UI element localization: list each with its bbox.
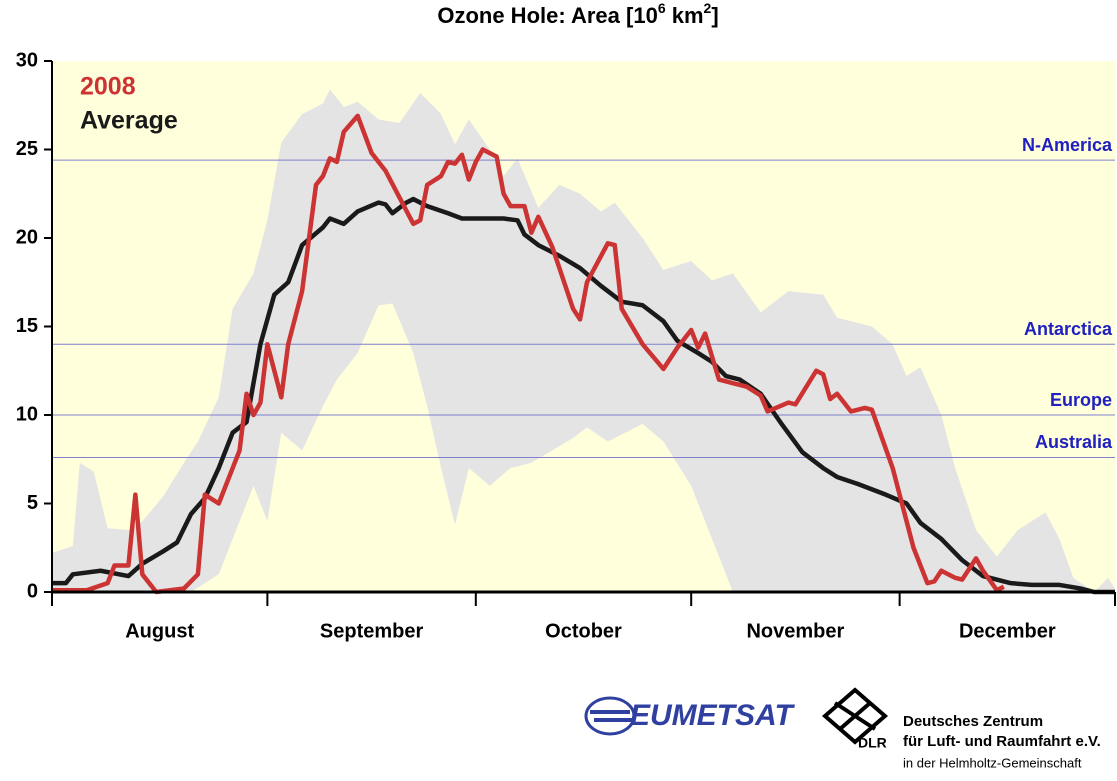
- chart-title: Ozone Hole: Area [106 km2]: [437, 0, 718, 28]
- logos: EUMETSAT DLR Deutsches Zentrum für Luft-…: [584, 687, 1101, 770]
- y-tick-label: 0: [27, 580, 38, 602]
- y-tick-label: 5: [27, 492, 38, 514]
- y-tick-label: 20: [16, 226, 38, 248]
- x-tick-label: October: [545, 620, 622, 642]
- dlr-line: in der Helmholtz-Gemeinschaft: [903, 755, 1082, 770]
- dlr-line: für Luft- und Raumfahrt e.V.: [903, 733, 1101, 750]
- legend-entry: Average: [80, 107, 178, 135]
- dlr-logo-mark: [821, 687, 889, 745]
- y-tick-label: 30: [16, 49, 38, 71]
- reference-label: Australia: [1035, 432, 1113, 452]
- y-tick-label: 15: [16, 315, 38, 337]
- reference-label: N-America: [1022, 135, 1113, 155]
- eumetsat-logo-lines: [590, 710, 632, 722]
- legend-entry: 2008: [80, 73, 136, 101]
- x-tick-label: September: [320, 620, 424, 642]
- reference-label: Antarctica: [1024, 319, 1113, 339]
- y-tick-label: 25: [16, 138, 38, 160]
- dlr-line: Deutsches Zentrum: [903, 713, 1043, 730]
- eumetsat-logo: EUMETSAT: [630, 699, 795, 732]
- series-line: [52, 113, 1005, 595]
- reference-label: Europe: [1050, 390, 1112, 410]
- x-tick-label: November: [746, 620, 844, 642]
- dlr-logo: DLR: [858, 735, 887, 751]
- x-tick-label: December: [959, 620, 1056, 642]
- y-tick-label: 10: [16, 403, 38, 425]
- eumetsat-logo-mark: [584, 696, 636, 736]
- plot-area: N-America Antarctica Europe Australia 2008 Av…: [16, 49, 1116, 642]
- x-tick-label: August: [125, 620, 194, 642]
- range-band: [52, 89, 1115, 592]
